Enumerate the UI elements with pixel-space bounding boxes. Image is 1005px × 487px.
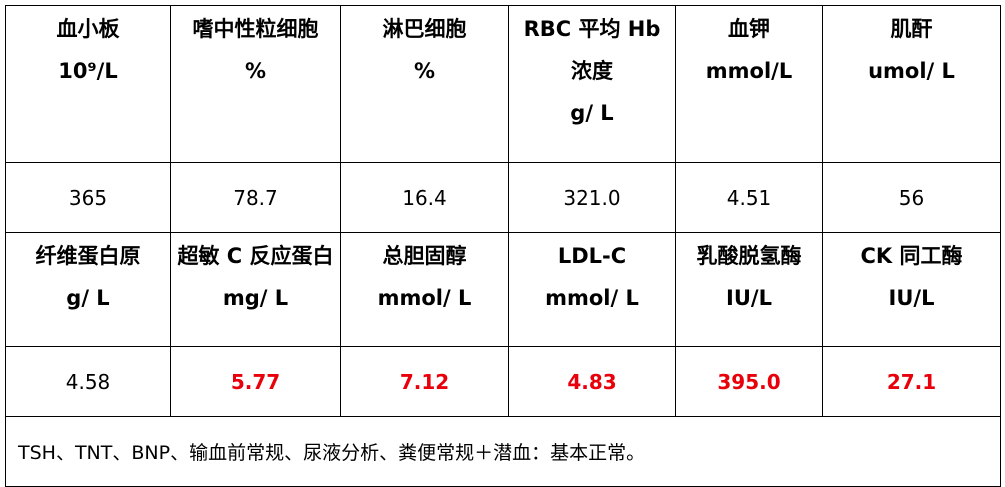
value-cell: 4.58 <box>5 346 171 417</box>
header-cell: 淋巴细胞% <box>340 5 509 163</box>
header-line: % <box>244 59 267 83</box>
value-cell: 321.0 <box>508 162 676 233</box>
header-cell: 纤维蛋白原 g/ L <box>5 232 171 347</box>
header-line: 乳酸脱氢酶 <box>696 244 802 268</box>
header-cell: CK 同工酶 IU/L <box>822 232 1001 347</box>
value-row: 365 78.7 16.4 321.0 4.51 56 <box>5 162 1001 233</box>
header-line: 总胆固醇 <box>382 244 467 268</box>
value-cell: 4.51 <box>675 162 823 233</box>
value-cell: 365 <box>5 162 171 233</box>
header-cell: 血钾 mmol/L <box>675 5 823 163</box>
header-line: LDL-C <box>557 244 627 268</box>
header-cell: 肌酐 umol/ L <box>822 5 1001 163</box>
header-line: mmol/ L <box>545 286 639 310</box>
header-line: IU/L <box>726 286 772 310</box>
header-cell: 嗜中性粒细胞% <box>170 5 341 163</box>
header-line: 浓度 <box>571 59 613 83</box>
note-row: TSH、TNT、BNP、输血前常规、尿液分析、粪便常规＋潜血：基本正常。 <box>5 416 1001 487</box>
header-line: 嗜中性粒细胞 <box>192 17 319 41</box>
value-cell: 7.12 <box>340 346 509 417</box>
header-cell: 总胆固醇 mmol/ L <box>340 232 509 347</box>
header-cell: 乳酸脱氢酶 IU/L <box>675 232 823 347</box>
header-line: 纤维蛋白原 <box>35 244 141 268</box>
header-cell: LDL-C mmol/ L <box>508 232 676 347</box>
value-cell: 5.77 <box>170 346 341 417</box>
header-row: 血小板 10⁹/L 嗜中性粒细胞% 淋巴细胞% RBC 平均 Hb 浓度 g/ L 血钾 mmo… <box>5 5 1001 163</box>
header-line: 血钾 <box>728 17 770 41</box>
header-line: 血小板 <box>56 17 120 41</box>
header-line: umol/ L <box>868 59 955 83</box>
header-cell: 超敏 C 反应蛋白 mg/ L <box>170 232 341 347</box>
header-cell: RBC 平均 Hb 浓度 g/ L <box>508 5 676 163</box>
header-line: 淋巴细胞 <box>382 17 467 41</box>
header-line: mg/ L <box>222 286 289 310</box>
header-line: mmol/L <box>705 59 793 83</box>
value-cell: 16.4 <box>340 162 509 233</box>
value-cell: 4.83 <box>508 346 676 417</box>
header-line: 超敏 C 反应蛋白 <box>177 244 334 268</box>
table-body: 血小板 10⁹/L 嗜中性粒细胞% 淋巴细胞% RBC 平均 Hb 浓度 g/ L 血钾 mmo… <box>5 5 1001 487</box>
header-line: CK 同工酶 <box>860 244 963 268</box>
header-line: g/ L <box>66 286 110 310</box>
lab-table: 血小板 10⁹/L 嗜中性粒细胞% 淋巴细胞% RBC 平均 Hb 浓度 g/ L 血钾 mmo… <box>5 5 1001 487</box>
value-row: 4.58 5.77 7.12 4.83 395.0 27.1 <box>5 346 1001 417</box>
value-cell: 56 <box>822 162 1001 233</box>
note-cell: TSH、TNT、BNP、输血前常规、尿液分析、粪便常规＋潜血：基本正常。 <box>5 416 1001 487</box>
header-line: 10⁹/L <box>58 59 118 83</box>
header-line: 肌酐 <box>890 17 933 41</box>
value-cell: 27.1 <box>822 346 1001 417</box>
value-cell: 78.7 <box>170 162 341 233</box>
header-line: RBC 平均 Hb <box>523 17 661 41</box>
header-line: mmol/ L <box>377 286 472 310</box>
header-row: 纤维蛋白原 g/ L 超敏 C 反应蛋白 mg/ L 总胆固醇 mmol/ L LDL-C m… <box>5 232 1001 347</box>
value-cell: 395.0 <box>675 346 823 417</box>
header-cell: 血小板 10⁹/L <box>5 5 171 163</box>
header-line: IU/L <box>888 286 935 310</box>
header-line: g/ L <box>570 101 614 125</box>
header-line: % <box>413 59 436 83</box>
